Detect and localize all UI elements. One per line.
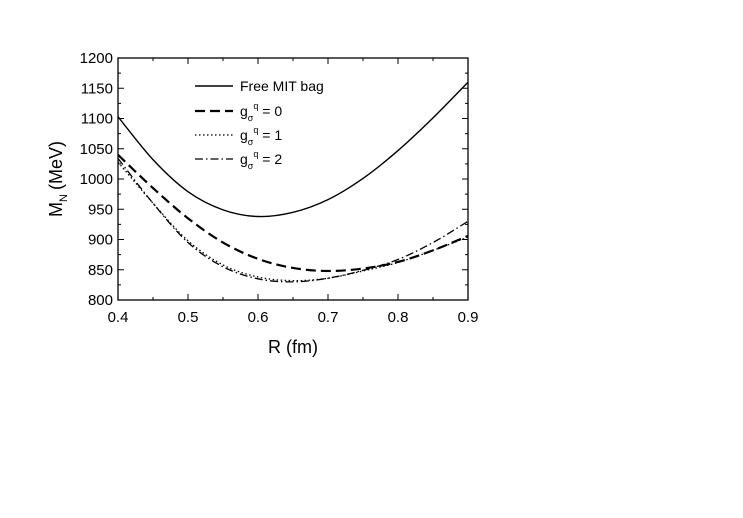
x-tick-label: 0.7 — [318, 309, 339, 326]
x-axis-title: R (fm) — [268, 337, 318, 357]
legend-label-base: g — [240, 127, 248, 143]
y-tick-label: 1050 — [80, 141, 113, 158]
legend-label-value: = 2 — [258, 151, 282, 167]
series-line-4 — [117, 158, 469, 283]
x-tick-label: 0.5 — [178, 309, 199, 326]
x-tick-label: 0.8 — [388, 309, 409, 326]
y-tick-label: 1100 — [81, 111, 113, 128]
legend-label-base: g — [240, 103, 248, 119]
y-tick-label: 950 — [88, 201, 113, 218]
series-line-3 — [117, 161, 469, 282]
x-tick-label: 0.4 — [108, 309, 129, 326]
y-tick-label: 1150 — [81, 80, 113, 97]
legend-label-sub: σ — [248, 137, 254, 147]
legend-label-sub: σ — [248, 161, 254, 171]
series-line-2 — [117, 154, 469, 273]
y-tick-label: 900 — [88, 232, 113, 249]
x-tick-label: 0.9 — [458, 309, 479, 326]
legend-label-sub: σ — [248, 113, 254, 123]
y-tick-label: 1000 — [80, 171, 113, 188]
legend-label-sup: q — [253, 101, 258, 111]
x-tick-label: 0.6 — [248, 309, 269, 326]
series-line-1 — [117, 81, 469, 218]
legend-label-3: gσq = 1 — [240, 125, 282, 147]
legend-label-4: gσq = 2 — [240, 149, 282, 171]
axis-ticks — [117, 57, 469, 301]
y-tick-label: 850 — [88, 262, 113, 279]
legend-label-value: = 0 — [258, 103, 282, 119]
tick-labels: 0.4 0.5 0.6 0.7 0.8 0.9 800 850 900 950 1000 1050 11… — [80, 50, 479, 326]
y-tick-label: 1200 — [80, 50, 113, 67]
legend-label-sup: q — [253, 125, 258, 135]
y-axis-title-sub: N — [58, 194, 70, 202]
series-lines — [117, 81, 469, 283]
legend-label-sup: q — [253, 149, 258, 159]
y-axis-title: MN (MeV) — [46, 141, 70, 217]
y-axis-title-unit: (MeV) — [46, 141, 66, 190]
legend-label-1: Free MIT bag — [240, 78, 324, 94]
legend-label-value: = 1 — [258, 127, 282, 143]
legend-label-base: g — [240, 151, 248, 167]
y-axis-title-main: M — [46, 202, 66, 217]
plot-frame — [117, 57, 469, 301]
legend-label-2: gσq = 0 — [240, 101, 282, 123]
svg-text:MN(MeV): MN (MeV) — [46, 141, 70, 217]
y-tick-label: 800 — [88, 292, 113, 309]
